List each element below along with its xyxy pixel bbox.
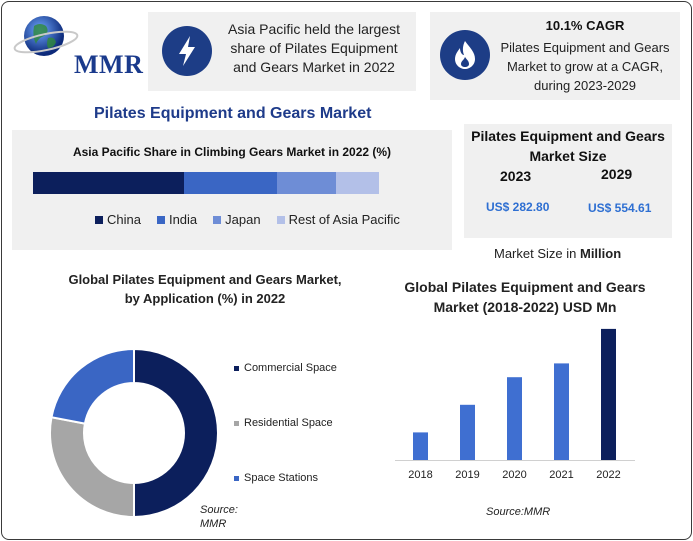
market-size-panel: Pilates Equipment and Gears Market Size …: [464, 124, 672, 238]
page-title: Pilates Equipment and Gears Market: [94, 105, 372, 122]
x-tick-label: 2019: [455, 469, 479, 481]
logo-text: MMR: [74, 50, 144, 79]
legend-label: Rest of Asia Pacific: [288, 212, 400, 227]
value-start: US$ 282.80: [486, 200, 550, 214]
share-segment-china: [33, 172, 184, 194]
donut-source: Source: MMR: [200, 504, 238, 530]
year-end: 2029: [601, 166, 633, 182]
mmr-logo: MMR: [12, 12, 143, 79]
x-tick-label: 2021: [549, 469, 573, 481]
legend-swatch: [156, 215, 165, 224]
legend-label: China: [107, 212, 141, 227]
legend-label: India: [168, 212, 198, 227]
donut-slice-residential-space: [49, 416, 135, 519]
bar-source: Source:MMR: [486, 506, 551, 518]
unit-prefix: Market Size in: [494, 246, 580, 261]
bar-2019: [460, 404, 475, 460]
share-legend-item: China: [95, 212, 141, 227]
legend-label: Japan: [225, 212, 261, 227]
share-chart-title: Asia Pacific Share in Climbing Gears Mar…: [72, 145, 392, 159]
bar-2018: [413, 432, 428, 460]
market-bar-chart: 2018 2019 2020 2021 2022: [395, 328, 635, 481]
application-donut-chart: [49, 347, 219, 519]
bar-2020: [507, 377, 522, 460]
share-segment-india: [183, 172, 277, 194]
legend-swatch: [234, 420, 239, 426]
share-legend-item: Japan: [213, 212, 261, 227]
market-size-unit: Market Size in Million: [494, 246, 621, 261]
application-chart-title: Global Pilates Equipment and Gears Marke…: [68, 272, 342, 306]
market-bar-chart-title: Global Pilates Equipment and Gears Marke…: [404, 279, 646, 315]
stacked-share-bar: [33, 172, 379, 194]
legend-swatch: [234, 475, 239, 481]
highlight-text: Asia Pacific held the largest share of P…: [228, 21, 400, 75]
legend-swatch: [234, 365, 239, 371]
cagr-text: Pilates Equipment and Gears Market to gr…: [500, 40, 670, 93]
lightning-icon: [162, 26, 212, 76]
legend-label: Residential Space: [244, 417, 333, 429]
donut-slice-commercial-space: [133, 347, 219, 519]
share-legend: China India Japan Rest of Asia Pacific: [95, 212, 416, 227]
unit-bold: Million: [579, 246, 622, 261]
share-legend-item: India: [156, 212, 198, 227]
share-segment-rest-of-asia-pacific: [335, 172, 379, 194]
x-tick-label: 2018: [408, 469, 432, 481]
share-segment-japan: [276, 172, 336, 194]
bar-2022: [601, 328, 616, 460]
x-tick-label: 2022: [596, 469, 620, 481]
legend-swatch: [213, 215, 222, 224]
value-end: US$ 554.61: [588, 201, 652, 215]
bar-2021: [554, 363, 569, 460]
application-legend-item: Space Stations: [234, 472, 318, 484]
market-size-title: Pilates Equipment and Gears Market Size: [471, 128, 665, 164]
legend-label: Commercial Space: [244, 362, 337, 374]
flame-icon: [440, 30, 490, 80]
legend-swatch: [95, 215, 103, 224]
x-tick-label: 2020: [502, 469, 526, 481]
donut-slice-space-stations: [50, 347, 135, 425]
cagr-card: 10.1% CAGR Pilates Equipment and Gears M…: [430, 12, 680, 100]
cagr-title: 10.1% CAGR: [545, 18, 625, 33]
year-start: 2023: [500, 168, 532, 184]
application-legend-item: Commercial Space: [234, 362, 337, 374]
legend-label: Space Stations: [244, 472, 318, 484]
application-legend-item: Residential Space: [234, 417, 333, 429]
asia-pacific-share-panel: Asia Pacific Share in Climbing Gears Mar…: [12, 130, 452, 250]
share-legend-item: Rest of Asia Pacific: [276, 212, 400, 227]
globe-icon: [13, 16, 79, 56]
highlight-card: Asia Pacific held the largest share of P…: [148, 12, 416, 91]
legend-swatch: [276, 215, 285, 224]
